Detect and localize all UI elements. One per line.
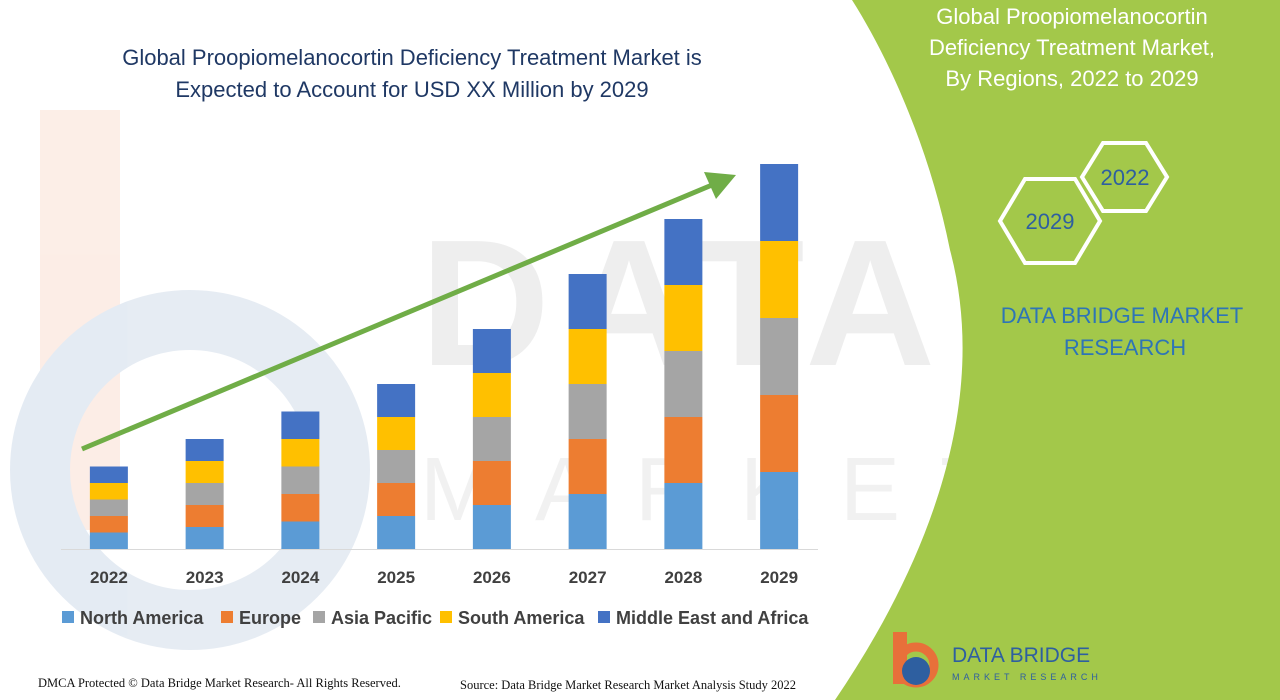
brand-line1: DATA BRIDGE MARKET <box>1001 303 1243 328</box>
legend-label: North America <box>80 608 204 628</box>
bar-segment-2027-asia-pacific <box>568 384 607 439</box>
bar-segment-2026-europe <box>472 461 511 505</box>
panel-title-line1: Global Proopiomelanocortin <box>936 4 1208 29</box>
bar-segment-2022-south-america <box>89 483 128 500</box>
x-tick-label: 2025 <box>377 568 415 587</box>
bar-segment-2027-north-america <box>568 494 607 549</box>
panel-title-line2: Deficiency Treatment Market, <box>929 35 1215 60</box>
legend-swatch <box>598 611 610 623</box>
footer-copyright: DMCA Protected © Data Bridge Market Rese… <box>38 676 401 690</box>
bar-segment-2029-asia-pacific <box>760 318 799 395</box>
bar-segment-2024-asia-pacific <box>281 466 320 494</box>
bar-segment-2029-europe <box>760 395 799 472</box>
legend-label: Europe <box>239 608 301 628</box>
logo-name: DATA BRIDGE <box>952 644 1090 667</box>
bar-segment-2025-asia-pacific <box>377 450 416 483</box>
bar-segment-2028-south-america <box>664 285 703 351</box>
bar-segment-2024-south-america <box>281 439 320 467</box>
hexagon-2022: 2022 <box>1079 141 1170 213</box>
bar-segment-2025-middle-east-and-africa <box>377 384 416 417</box>
brand-line2: RESEARCH <box>1064 335 1186 360</box>
bar-segment-2028-asia-pacific <box>664 351 703 417</box>
bar-segment-2024-europe <box>281 494 320 522</box>
legend-swatch <box>62 611 74 623</box>
bar-segment-2022-asia-pacific <box>89 499 128 516</box>
chart-title-line1: Global Proopiomelanocortin Deficiency Tr… <box>122 45 702 70</box>
stacked-bar-chart: 2022 2023 2024 2025 2026 2027 2028 2029 North Am… <box>61 164 818 628</box>
bar-segment-2023-middle-east-and-africa <box>185 439 224 461</box>
legend-label: Middle East and Africa <box>616 608 809 628</box>
hexagon-2029-label: 2029 <box>1026 209 1075 234</box>
legend-label: South America <box>458 608 585 628</box>
logo-icon-core <box>902 657 930 685</box>
bar-segment-2027-south-america <box>568 329 607 384</box>
bar-segment-2028-europe <box>664 417 703 483</box>
bar-segment-2025-south-america <box>377 417 416 450</box>
footer-source: Source: Data Bridge Market Research Mark… <box>460 678 797 692</box>
bar-segment-2029-north-america <box>760 472 799 549</box>
bar-segment-2027-europe <box>568 439 607 494</box>
bar-segment-2025-europe <box>377 483 416 516</box>
x-tick-label: 2029 <box>760 568 798 587</box>
logo-tagline: MARKET RESEARCH <box>952 672 1102 682</box>
bar-segment-2026-asia-pacific <box>472 417 511 461</box>
bar-segment-2024-middle-east-and-africa <box>281 411 320 439</box>
bar-segment-2028-middle-east-and-africa <box>664 219 703 285</box>
trend-arrow <box>81 172 736 452</box>
x-tick-label: 2028 <box>664 568 702 587</box>
legend-label: Asia Pacific <box>331 608 432 628</box>
data-bridge-logo: DATA BRIDGE MARKET RESEARCH <box>893 632 1102 688</box>
bar-segment-2029-south-america <box>760 241 799 318</box>
x-tick-label: 2024 <box>281 568 319 587</box>
bar-segment-2025-north-america <box>377 516 416 549</box>
chart-title-line2: Expected to Account for USD XX Million b… <box>175 77 648 102</box>
bar-segment-2023-south-america <box>185 461 224 483</box>
watermark-logo <box>10 110 370 650</box>
hexagon-2022-label: 2022 <box>1101 165 1150 190</box>
x-tick-label: 2023 <box>186 568 224 587</box>
bar-segment-2022-middle-east-and-africa <box>89 466 128 483</box>
panel-title-line3: By Regions, 2022 to 2029 <box>945 66 1198 91</box>
bar-segment-2027-middle-east-and-africa <box>568 274 607 329</box>
x-tick-label: 2026 <box>473 568 511 587</box>
bar-segment-2023-asia-pacific <box>185 483 224 505</box>
legend-swatch <box>221 611 233 623</box>
bar-segment-2026-north-america <box>472 505 511 549</box>
legend-swatch <box>313 611 325 623</box>
bar-segment-2024-north-america <box>281 521 320 549</box>
green-side-panel <box>835 0 1280 700</box>
bar-segment-2022-north-america <box>89 532 128 549</box>
bar-segment-2022-europe <box>89 516 128 533</box>
hexagon-2029: 2029 <box>997 177 1103 265</box>
bar-segment-2023-europe <box>185 505 224 527</box>
bar-segment-2023-north-america <box>185 527 224 549</box>
bar-segment-2026-south-america <box>472 373 511 417</box>
bar-segment-2026-middle-east-and-africa <box>472 329 511 373</box>
x-tick-label: 2022 <box>90 568 128 587</box>
x-tick-label: 2027 <box>569 568 607 587</box>
legend-swatch <box>440 611 452 623</box>
bar-segment-2029-middle-east-and-africa <box>760 164 799 241</box>
bar-segment-2028-north-america <box>664 483 703 549</box>
